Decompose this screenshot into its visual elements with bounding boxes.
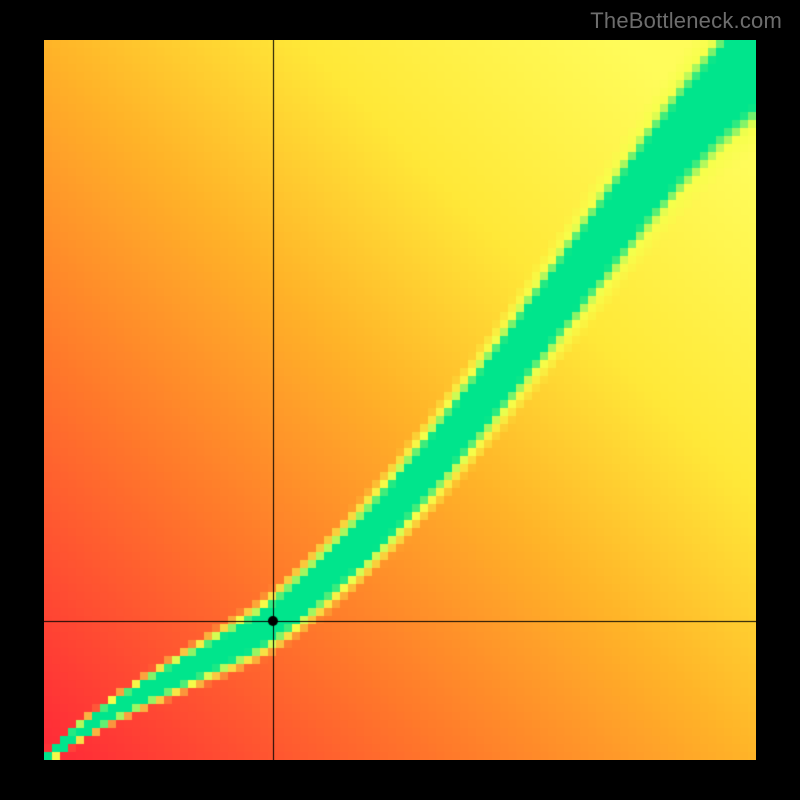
heatmap-canvas	[44, 40, 756, 760]
bottleneck-heatmap-chart	[44, 40, 756, 760]
watermark-text: TheBottleneck.com	[590, 8, 782, 34]
